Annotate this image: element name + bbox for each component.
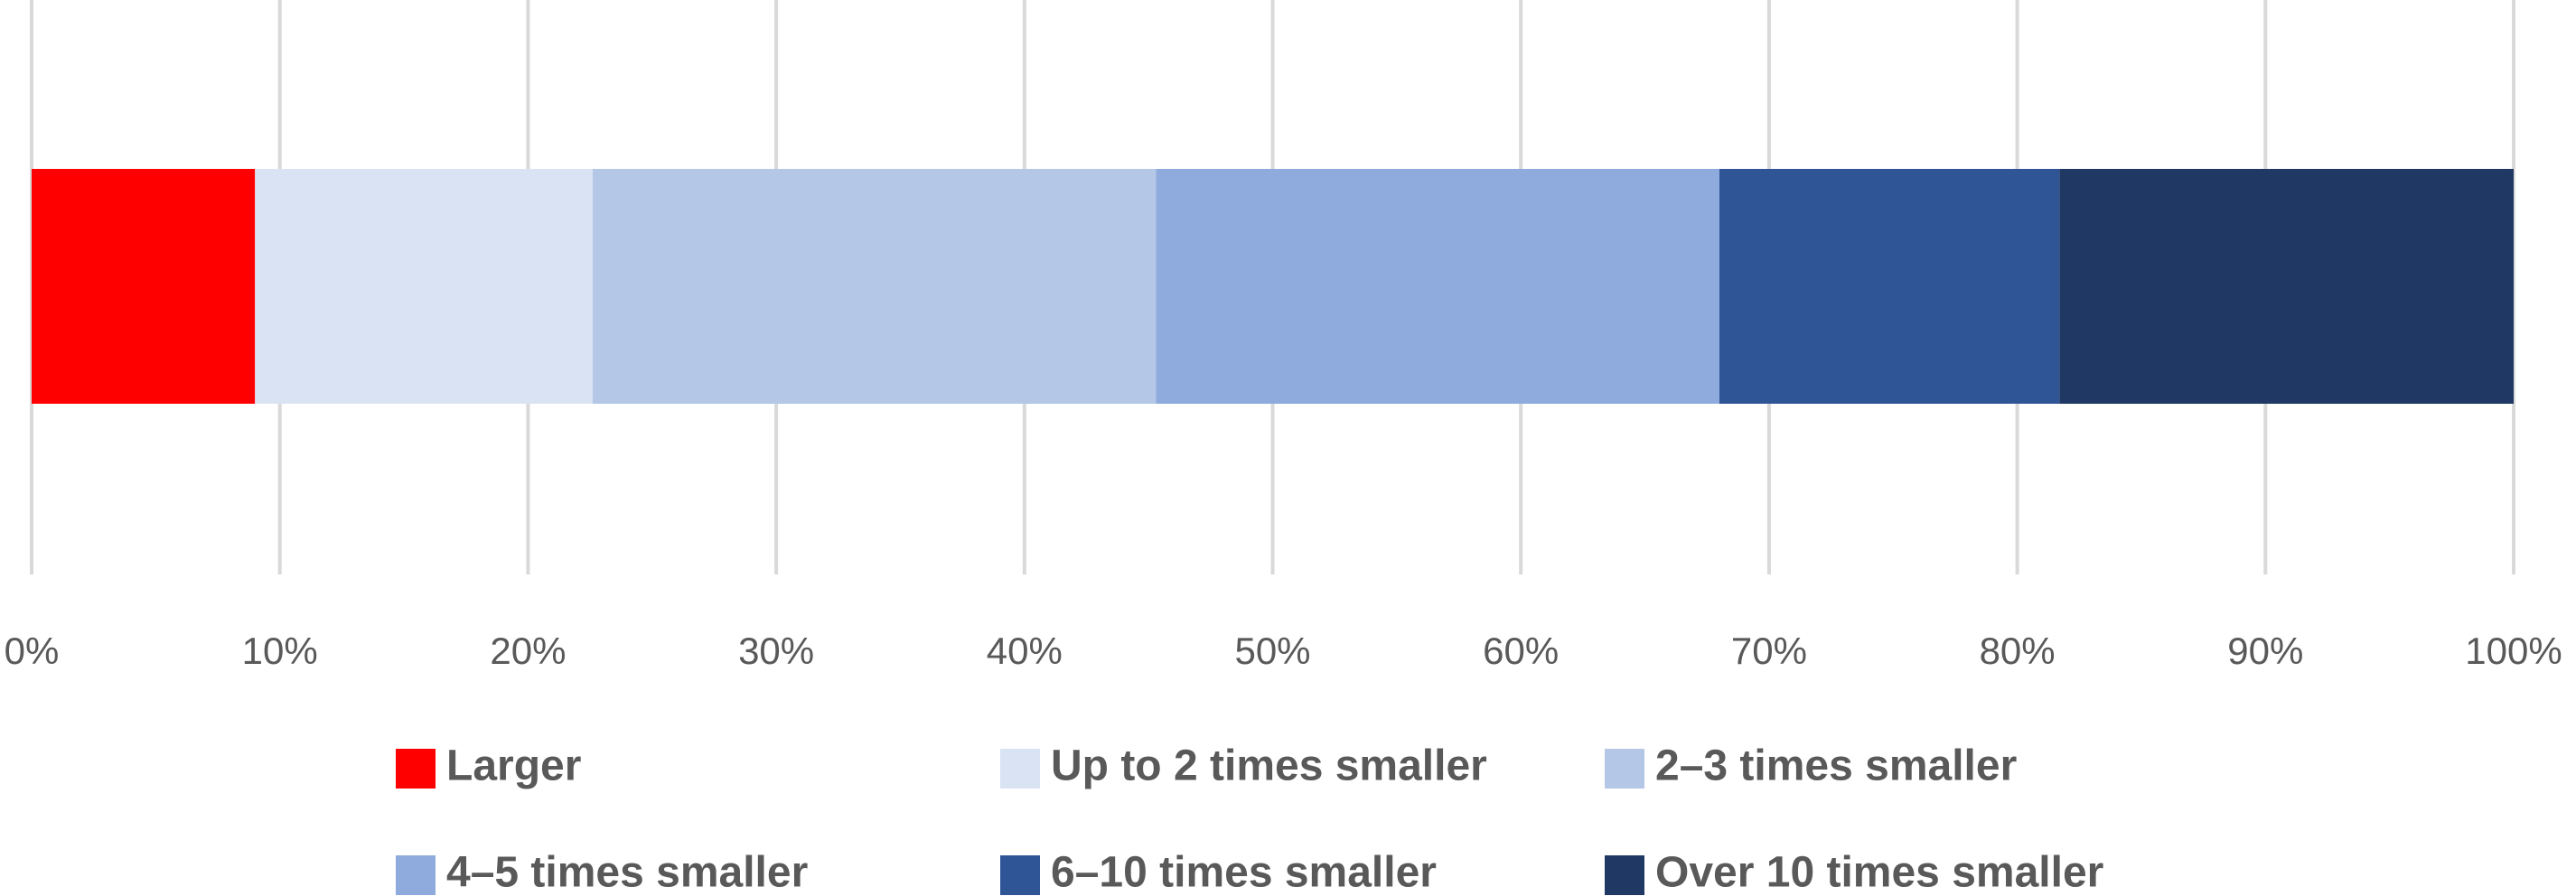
x-tick-label: 0% bbox=[5, 630, 60, 672]
x-tick-label: 80% bbox=[1980, 630, 2056, 672]
bar-segment bbox=[255, 169, 593, 404]
legend-label: 6–10 times smaller bbox=[1051, 849, 1437, 896]
x-tick-label: 20% bbox=[490, 630, 566, 672]
legend-label: Larger bbox=[446, 742, 581, 790]
legend-swatch bbox=[396, 855, 436, 895]
legend-label: 4–5 times smaller bbox=[446, 849, 808, 896]
legend-swatch bbox=[1000, 749, 1040, 789]
legend-swatch bbox=[1000, 855, 1040, 895]
bar-segment bbox=[2059, 169, 2514, 404]
legend-label: Over 10 times smaller bbox=[1655, 849, 2103, 896]
x-tick-label: 100% bbox=[2465, 630, 2562, 672]
bar-segment bbox=[1156, 169, 1719, 404]
x-tick-label: 50% bbox=[1234, 630, 1310, 672]
x-tick-label: 90% bbox=[2227, 630, 2303, 672]
legend-swatch bbox=[1605, 749, 1644, 789]
legend-swatch bbox=[396, 749, 436, 789]
x-tick-label: 60% bbox=[1483, 630, 1559, 672]
legend-swatch bbox=[1605, 855, 1644, 895]
bar-segment bbox=[32, 169, 256, 404]
x-tick-label: 40% bbox=[987, 630, 1063, 672]
legend-label: 2–3 times smaller bbox=[1655, 742, 2017, 790]
bar-segment bbox=[592, 169, 1157, 404]
legend-label: Up to 2 times smaller bbox=[1051, 742, 1487, 790]
x-tick-label: 30% bbox=[738, 630, 814, 672]
x-tick-label: 10% bbox=[242, 630, 318, 672]
x-tick-label: 70% bbox=[1731, 630, 1807, 672]
bar-segment bbox=[1719, 169, 2060, 404]
